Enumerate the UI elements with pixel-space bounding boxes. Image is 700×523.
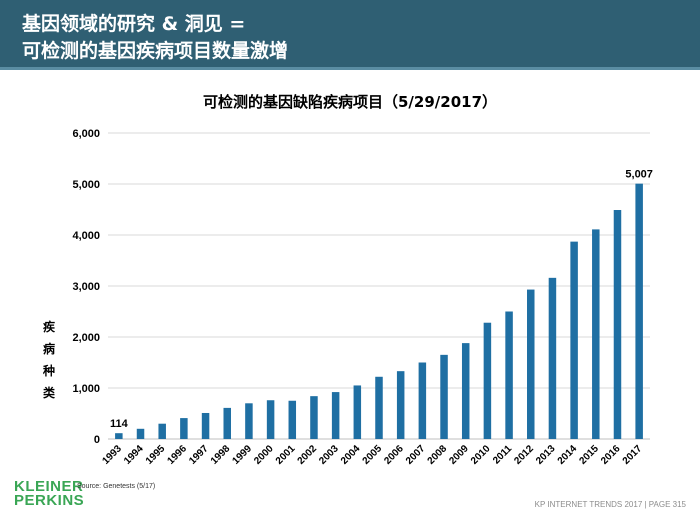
data-label: 114 — [110, 418, 129, 430]
footer-page-info: KP INTERNET TRENDS 2017 | PAGE 315 — [534, 500, 686, 509]
header-banner: 基因领域的研究 & 洞见 = 可检测的基因疾病项目数量激增 — [0, 0, 700, 67]
bar-2011 — [505, 311, 513, 439]
header-divider — [0, 67, 700, 70]
bar-1994 — [136, 428, 145, 439]
slide-title-line-1: 基因领域的研究 & 洞见 = — [22, 13, 246, 35]
kleiner-perkins-logo: KLEINER PERKINS — [14, 478, 85, 509]
bar-1996 — [180, 418, 188, 439]
bar-2002 — [310, 396, 318, 439]
bar-2015 — [592, 229, 600, 439]
x-tick-label: 2016 — [599, 443, 623, 467]
bar-2000 — [266, 400, 275, 439]
x-tick-label: 1995 — [144, 443, 168, 467]
y-tick-label: 2,000 — [72, 332, 100, 344]
data-label: 5,007 — [625, 169, 653, 181]
bar-2001 — [288, 400, 297, 439]
x-tick-label: 1997 — [187, 443, 211, 467]
x-tick-label: 2006 — [382, 443, 406, 467]
bar-1997 — [201, 412, 210, 439]
bar-2005 — [375, 376, 383, 439]
x-tick-label: 2010 — [469, 443, 493, 467]
x-tick-label: 1998 — [209, 443, 233, 467]
bar-2006 — [396, 371, 405, 439]
x-tick-label: 2001 — [274, 443, 298, 467]
bar-2014 — [570, 241, 578, 439]
x-tick-label: 2009 — [447, 443, 471, 467]
bar-2012 — [527, 289, 535, 439]
bar-1993 — [115, 433, 123, 439]
y-axis-label-char: 疾 — [42, 320, 55, 334]
y-axis-label: 疾 病 种 类 — [40, 316, 58, 404]
y-axis-label-char: 病 — [42, 342, 55, 356]
bar-2010 — [483, 322, 492, 439]
x-tick-label: 2017 — [621, 443, 645, 467]
x-tick-label: 2000 — [252, 443, 276, 467]
y-axis-label-char: 种 — [42, 364, 55, 378]
x-tick-label: 2011 — [491, 443, 514, 466]
y-tick-label: 5,000 — [72, 179, 100, 191]
x-tick-label: 2014 — [556, 443, 580, 467]
x-tick-label: 2008 — [426, 443, 450, 467]
x-tick-label: 2003 — [317, 443, 341, 467]
bar-2007 — [418, 362, 427, 439]
x-tick-label: 1993 — [100, 443, 124, 467]
x-tick-label: 2004 — [339, 443, 363, 467]
y-tick-label: 6,000 — [72, 128, 100, 140]
source-note: Source: Genetests (5/17) — [77, 483, 156, 490]
x-tick-label: 2005 — [361, 443, 385, 467]
y-tick-label: 4,000 — [72, 230, 100, 242]
x-tick-label: 2007 — [404, 443, 428, 467]
x-tick-label: 1999 — [231, 443, 255, 467]
x-tick-label: 2002 — [296, 443, 320, 467]
logo-line-1: KLEINER — [14, 478, 84, 495]
bar-2008 — [440, 354, 448, 439]
y-axis-label-char: 类 — [42, 386, 55, 400]
bar-2003 — [331, 392, 340, 439]
y-tick-label: 0 — [94, 434, 100, 446]
bar-1999 — [245, 403, 253, 439]
x-tick-label: 2012 — [512, 443, 536, 467]
x-tick-label: 1994 — [122, 443, 146, 467]
chart-title: 可检测的基因缺陷疾病项目（5/29/2017） — [202, 93, 498, 111]
bar-2017 — [635, 183, 643, 439]
bar-2009 — [461, 343, 470, 439]
bar-2013 — [548, 277, 557, 439]
bar-chart: 01,0002,0003,0004,0005,0006,000199319941… — [72, 128, 653, 467]
slide-title-line-2: 可检测的基因疾病项目数量激增 — [22, 40, 289, 62]
y-tick-label: 3,000 — [72, 281, 100, 293]
x-tick-label: 1996 — [165, 443, 189, 467]
x-tick-label: 2013 — [534, 443, 558, 467]
bar-1998 — [223, 407, 231, 439]
x-tick-label: 2015 — [577, 443, 601, 467]
bar-2004 — [353, 385, 362, 439]
logo-line-2: PERKINS — [14, 492, 85, 509]
bar-2016 — [613, 210, 622, 439]
y-tick-label: 1,000 — [72, 383, 100, 395]
bar-1995 — [158, 423, 166, 439]
